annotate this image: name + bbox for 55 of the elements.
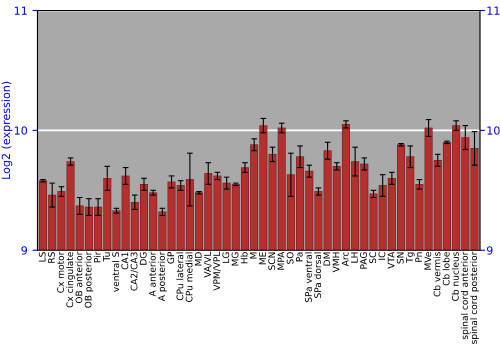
x-tick-label: OB posterior xyxy=(84,252,94,308)
y-tick-label: 11 xyxy=(14,6,27,15)
y-tick-label: 9 xyxy=(21,246,27,255)
x-tick-label: SC xyxy=(369,252,376,264)
x-tick-label: Cx cingulate xyxy=(66,252,75,308)
x-tick-label: MPA xyxy=(278,252,284,270)
x-tick-label: SCN xyxy=(268,252,276,270)
x-tick-label: MD xyxy=(194,252,202,266)
x-tick-label: DG xyxy=(140,252,147,265)
y-axis-title: Log2 (expression) xyxy=(1,82,12,179)
x-tick-label: LH xyxy=(351,252,358,263)
x-tick-label: A posterior xyxy=(158,252,167,302)
x-tick-label: GP xyxy=(167,252,174,264)
x-tick-label: VA/VL xyxy=(204,252,212,278)
y-tick-label: 10 xyxy=(14,126,28,135)
x-tick-label: ventral S xyxy=(112,252,120,292)
x-tick-label: VPM/VPL xyxy=(213,252,221,291)
x-tick-label: DM xyxy=(324,252,330,266)
x-tick-label: CPu lateral xyxy=(176,252,184,300)
x-tick-label: MG xyxy=(232,252,238,266)
x-tick-label: LG xyxy=(222,252,230,263)
x-tick-label: OB anterior xyxy=(75,252,82,304)
x-tick-label: Pa xyxy=(296,252,303,262)
x-tick-label: SN xyxy=(396,252,404,264)
x-tick-label: CA1 xyxy=(121,252,128,270)
x-tick-label: Tu xyxy=(103,252,110,262)
x-tick-label: VTA xyxy=(388,252,394,269)
x-tick-label: PAG xyxy=(360,252,367,269)
x-tick-label: SPa dorsal xyxy=(314,252,322,298)
x-tick-label: IC xyxy=(378,252,386,260)
x-tick-label: Arc xyxy=(342,252,349,266)
y2-tick-label: 10 xyxy=(487,126,500,135)
x-tick-label: ME xyxy=(259,252,266,264)
x-tick-label: M xyxy=(250,252,257,259)
x-tick-label: Pn xyxy=(415,252,422,262)
x-tick-label: SO xyxy=(286,252,294,264)
x-tick-label: CPu medial xyxy=(186,252,193,302)
x-tick-label: Tg xyxy=(406,252,415,263)
x-tick-label: CA2/CA3 xyxy=(130,252,138,291)
x-tick-label: spinal cord anterior xyxy=(460,252,470,340)
x-tick-label: Pir xyxy=(94,252,101,262)
x-tick-label: VMH xyxy=(332,252,340,272)
y2-tick-label: 9 xyxy=(486,246,493,255)
x-tick-label: Cb lobe xyxy=(442,252,450,286)
x-tick-label: Cb vermis xyxy=(433,252,440,296)
x-tick-label: Cb nucleus xyxy=(452,252,459,301)
x-tick-label: Hb xyxy=(240,252,248,264)
x-tick-label: MVe xyxy=(424,252,432,270)
x-tick-label: RS xyxy=(48,252,55,263)
x-tick-label: A anterior xyxy=(148,252,156,296)
y2-tick-label: 11 xyxy=(487,6,500,15)
x-tick-label: LS xyxy=(38,252,46,262)
x-tick-label: Cx motor xyxy=(57,252,64,293)
x-tick-label: SPa ventral xyxy=(304,252,312,302)
x-tick-label: spinal cord posterior xyxy=(470,252,479,344)
